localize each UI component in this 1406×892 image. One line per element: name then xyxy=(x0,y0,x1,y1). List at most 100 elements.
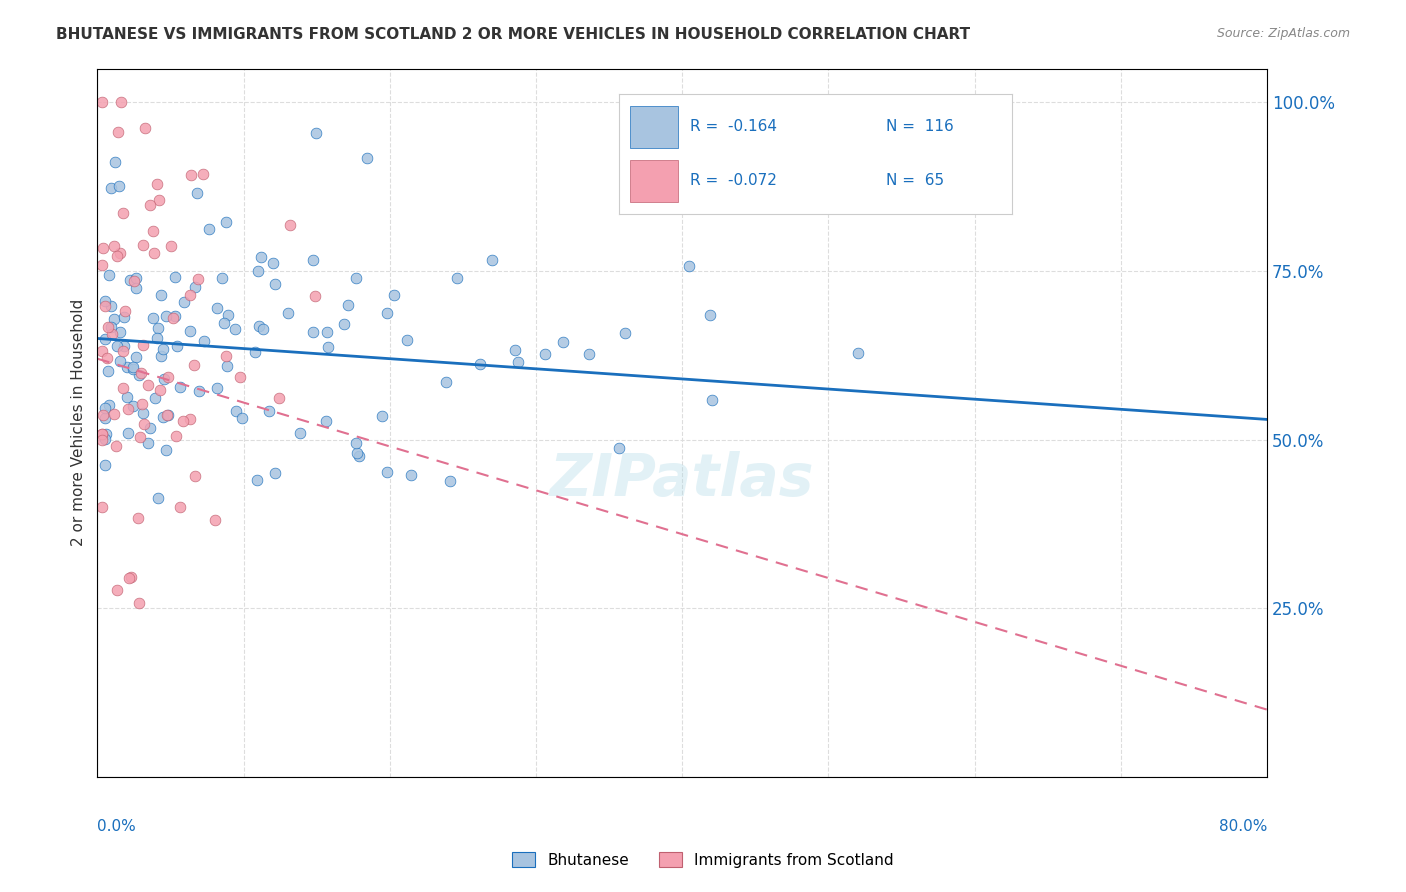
Point xyxy=(156,408,179,422)
Point xyxy=(344,271,367,285)
Point xyxy=(162,310,184,325)
Point xyxy=(207,380,229,394)
Point xyxy=(252,322,274,336)
Point xyxy=(700,392,723,407)
Point xyxy=(127,511,149,525)
Point xyxy=(179,411,201,425)
Point xyxy=(211,270,233,285)
Point xyxy=(614,326,637,341)
Point xyxy=(191,167,214,181)
Point xyxy=(129,367,152,381)
Point xyxy=(128,368,150,383)
Point xyxy=(97,398,120,412)
Point xyxy=(183,358,205,372)
Point xyxy=(112,206,135,220)
Point xyxy=(100,181,122,195)
Point xyxy=(152,342,174,356)
Point xyxy=(91,241,114,255)
Point xyxy=(96,351,118,365)
Point xyxy=(136,378,159,392)
Point xyxy=(155,309,177,323)
Point xyxy=(446,271,468,285)
Point xyxy=(315,414,337,428)
Point xyxy=(93,293,115,308)
Point xyxy=(97,320,120,334)
Point xyxy=(122,275,145,289)
Point xyxy=(399,467,422,482)
Point xyxy=(112,339,135,353)
Point xyxy=(150,349,173,363)
Point xyxy=(318,340,340,354)
Point xyxy=(699,308,721,322)
Point xyxy=(250,250,273,264)
Point xyxy=(142,224,165,238)
Point xyxy=(146,331,169,345)
Point xyxy=(434,376,457,390)
Point xyxy=(134,121,156,136)
Point xyxy=(131,396,153,410)
Point xyxy=(157,370,180,384)
Point xyxy=(246,264,269,278)
Point xyxy=(264,277,287,291)
Legend: Bhutanese, Immigrants from Scotland: Bhutanese, Immigrants from Scotland xyxy=(505,844,901,875)
Point xyxy=(150,288,173,302)
Point xyxy=(105,582,128,597)
Point xyxy=(108,179,131,194)
Point xyxy=(142,311,165,326)
Point xyxy=(395,333,418,347)
Point xyxy=(120,570,142,584)
Point xyxy=(288,425,311,440)
Y-axis label: 2 or more Vehicles in Household: 2 or more Vehicles in Household xyxy=(72,299,86,547)
Point xyxy=(503,343,526,357)
Point xyxy=(120,273,142,287)
Text: Source: ZipAtlas.com: Source: ZipAtlas.com xyxy=(1216,27,1350,40)
Point xyxy=(90,95,112,110)
Point xyxy=(138,198,160,212)
Point xyxy=(224,322,246,336)
Point xyxy=(91,409,114,423)
Text: 80.0%: 80.0% xyxy=(1219,819,1267,834)
Point xyxy=(169,380,191,394)
Point xyxy=(97,364,120,378)
Point xyxy=(152,410,174,425)
Point xyxy=(90,433,112,447)
Point xyxy=(93,458,115,472)
Point xyxy=(163,309,186,323)
Point xyxy=(246,473,269,487)
Point xyxy=(98,268,121,283)
Point xyxy=(108,354,131,368)
Point xyxy=(846,345,869,359)
Point xyxy=(305,126,328,140)
Text: R =  -0.072: R = -0.072 xyxy=(689,173,776,188)
Point xyxy=(90,426,112,441)
Point xyxy=(145,178,167,192)
Point xyxy=(94,426,117,441)
Point xyxy=(172,414,194,428)
Point xyxy=(104,155,127,169)
Point xyxy=(315,325,337,339)
Point xyxy=(114,303,136,318)
Point xyxy=(533,347,555,361)
Point xyxy=(125,350,148,364)
Point xyxy=(122,359,145,374)
Point xyxy=(108,325,131,339)
Point xyxy=(93,410,115,425)
Point xyxy=(607,441,630,455)
Point xyxy=(344,436,367,450)
Point xyxy=(188,384,211,399)
Point xyxy=(104,439,127,453)
Point xyxy=(225,404,247,418)
Point xyxy=(184,280,207,294)
Point xyxy=(121,361,143,376)
Point xyxy=(165,429,187,443)
Point xyxy=(247,318,270,333)
Point xyxy=(375,465,398,479)
Point xyxy=(107,125,129,139)
Point xyxy=(128,430,150,444)
Point xyxy=(146,321,169,335)
Point xyxy=(118,570,141,584)
Point xyxy=(103,311,125,326)
Point xyxy=(90,258,112,272)
Point xyxy=(112,382,135,396)
Point xyxy=(128,596,150,610)
